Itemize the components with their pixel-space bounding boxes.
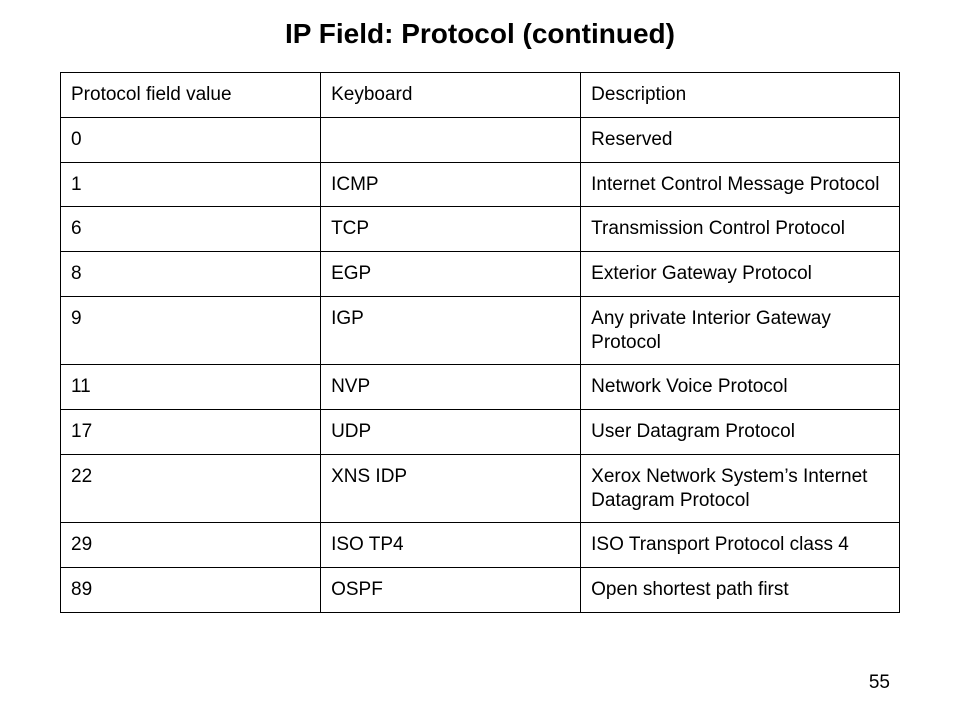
cell-keyboard [321, 117, 581, 162]
cell-keyboard: NVP [321, 365, 581, 410]
cell-description: Transmission Control Protocol [581, 207, 900, 252]
col-header-description: Description [581, 73, 900, 118]
cell-value: 9 [61, 296, 321, 365]
cell-value: 0 [61, 117, 321, 162]
cell-keyboard: EGP [321, 252, 581, 297]
table-row: 17 UDP User Datagram Protocol [61, 410, 900, 455]
cell-value: 89 [61, 568, 321, 613]
cell-description: Internet Control Message Protocol [581, 162, 900, 207]
cell-keyboard: OSPF [321, 568, 581, 613]
cell-description: Xerox Network System’s Internet Datagram… [581, 454, 900, 523]
protocol-table: Protocol field value Keyboard Descriptio… [60, 72, 900, 613]
cell-value: 11 [61, 365, 321, 410]
cell-description: Reserved [581, 117, 900, 162]
page-title: IP Field: Protocol (continued) [60, 18, 900, 50]
table-row: 22 XNS IDP Xerox Network System’s Intern… [61, 454, 900, 523]
col-header-protocol-value: Protocol field value [61, 73, 321, 118]
cell-description: User Datagram Protocol [581, 410, 900, 455]
table-row: 0 Reserved [61, 117, 900, 162]
table-row: 89 OSPF Open shortest path first [61, 568, 900, 613]
slide-container: IP Field: Protocol (continued) Protocol … [0, 0, 960, 720]
cell-value: 1 [61, 162, 321, 207]
cell-value: 29 [61, 523, 321, 568]
cell-description: Network Voice Protocol [581, 365, 900, 410]
table-header-row: Protocol field value Keyboard Descriptio… [61, 73, 900, 118]
cell-keyboard: TCP [321, 207, 581, 252]
cell-description: Open shortest path first [581, 568, 900, 613]
cell-value: 8 [61, 252, 321, 297]
cell-value: 6 [61, 207, 321, 252]
cell-description: Exterior Gateway Protocol [581, 252, 900, 297]
page-number: 55 [869, 672, 890, 694]
table-row: 9 IGP Any private Interior Gateway Proto… [61, 296, 900, 365]
table-row: 1 ICMP Internet Control Message Protocol [61, 162, 900, 207]
table-row: 29 ISO TP4 ISO Transport Protocol class … [61, 523, 900, 568]
table-row: 8 EGP Exterior Gateway Protocol [61, 252, 900, 297]
cell-keyboard: ICMP [321, 162, 581, 207]
cell-value: 17 [61, 410, 321, 455]
table-row: 11 NVP Network Voice Protocol [61, 365, 900, 410]
cell-description: ISO Transport Protocol class 4 [581, 523, 900, 568]
cell-keyboard: UDP [321, 410, 581, 455]
cell-description: Any private Interior Gateway Protocol [581, 296, 900, 365]
cell-value: 22 [61, 454, 321, 523]
table-row: 6 TCP Transmission Control Protocol [61, 207, 900, 252]
cell-keyboard: IGP [321, 296, 581, 365]
col-header-keyboard: Keyboard [321, 73, 581, 118]
cell-keyboard: ISO TP4 [321, 523, 581, 568]
cell-keyboard: XNS IDP [321, 454, 581, 523]
